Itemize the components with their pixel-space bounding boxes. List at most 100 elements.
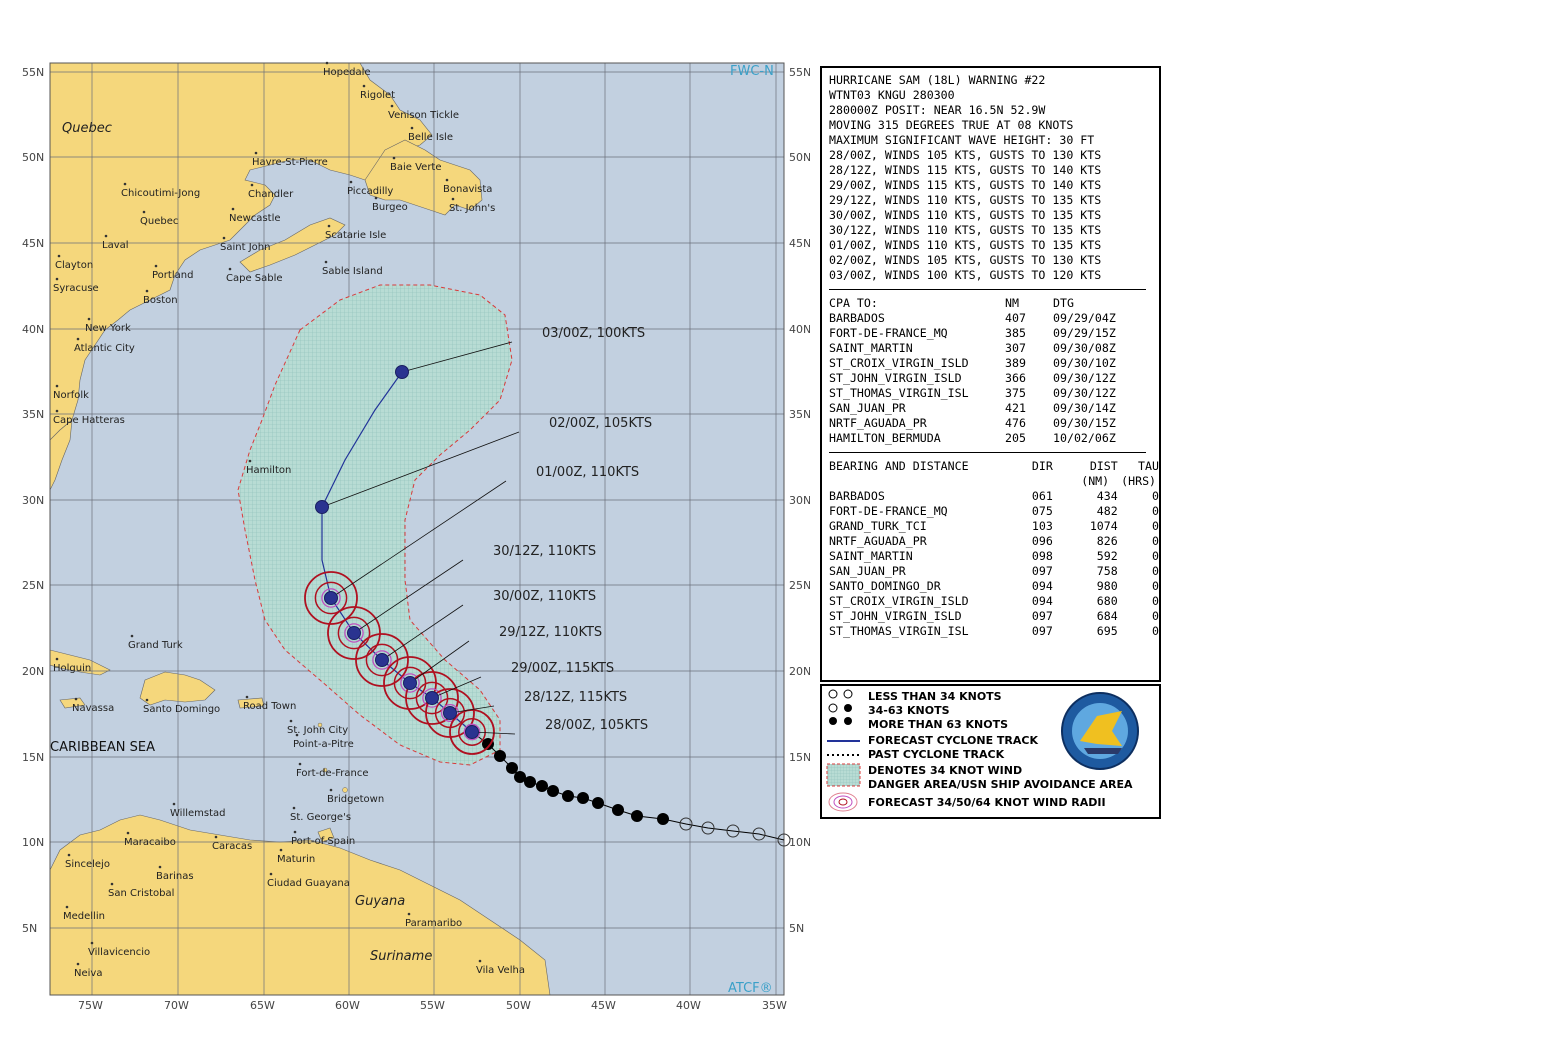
lat-label-left: 15N (22, 751, 44, 764)
bearing-row: SANTO_DOMINGO_DR 094 980 0 (829, 579, 1159, 594)
warning-line: MOVING 315 DEGREES TRUE AT 08 KNOTS (829, 118, 1074, 132)
wind-radii-icon (828, 792, 858, 812)
bearing-cell: 0 (1152, 579, 1159, 593)
bearing-subheader-nm: (NM) (1081, 474, 1110, 488)
past-storm-point (514, 771, 526, 783)
forecast-leader-line (330, 480, 507, 599)
place-dot (289, 719, 293, 723)
lon-label: 40W (676, 999, 701, 1012)
lon-label: 60W (335, 999, 360, 1012)
land-se-us (50, 419, 73, 491)
place-dot (478, 959, 482, 963)
warning-line: MAXIMUM SIGNIFICANT WAVE HEIGHT: 30 FT (829, 133, 1095, 147)
bearing-row: SAN_JUAN_PR 097 758 0 (829, 564, 1159, 579)
sea-label: CARIBBEAN SEA (50, 740, 155, 755)
place-label: Bridgetown (327, 794, 384, 805)
place-label: Hopedale (323, 67, 371, 78)
past-storm-point (592, 797, 604, 809)
bearing-cell: 1074 (1089, 519, 1118, 533)
bearing-subheader-row: (NM) (HRS) (829, 474, 1159, 489)
place-dot (74, 697, 78, 701)
cpa-cell: 385 (1005, 326, 1026, 340)
bearing-cell: FORT-DE-FRANCE_MQ (829, 504, 948, 518)
warning-line: WTNT03 KNGU 280300 (829, 88, 955, 102)
cpa-cell: ST_JOHN_VIRGIN_ISLD (829, 371, 962, 385)
cpa-cell: ST_THOMAS_VIRGIN_ISL (829, 386, 969, 400)
cpa-cell: 09/30/14Z (1053, 401, 1116, 415)
place-label: Port-of-Spain (291, 836, 355, 847)
less-than-34-icon (828, 689, 853, 699)
forecast-leader-line (321, 431, 520, 508)
bearing-cell: SAINT_MARTIN (829, 549, 913, 563)
forecast-label: 29/12Z, 110KTS (499, 625, 602, 640)
place-dot (327, 224, 331, 228)
lat-label-right: 40N (789, 323, 810, 336)
bearing-cell: BARBADOS (829, 489, 885, 503)
warning-line: HURRICANE SAM (18L) WARNING #22 (829, 73, 1046, 87)
past-storm-point (524, 776, 536, 788)
cpa-row: NRTF_AGUADA_PR 476 09/30/15Z (829, 416, 1159, 431)
place-label: Laval (102, 240, 129, 251)
radius-64 (440, 703, 460, 723)
place-dot (55, 657, 59, 661)
past-storm-point (631, 810, 643, 822)
place-dot (130, 634, 134, 638)
place-dot (228, 267, 232, 271)
cpa-row: HAMILTON_BERMUDA 205 10/02/06Z (829, 431, 1159, 446)
fleet-weather-center-logo (1061, 692, 1139, 770)
forecast-point (443, 706, 457, 720)
bearing-cell: 0 (1152, 549, 1159, 563)
region-label: Quebec (62, 121, 112, 136)
bearing-subheader-hrs: (HRS) (1121, 474, 1157, 488)
place-label: Road Town (243, 701, 296, 712)
legend-label: 34-63 KNOTS (868, 704, 950, 717)
forecast-label: 29/00Z, 115KTS (511, 661, 614, 676)
past-storm-point (536, 780, 548, 792)
lon-label: 75W (78, 999, 103, 1012)
bearing-cell: GRAND_TURK_TCI (829, 519, 927, 533)
cpa-cell: ST_CROIX_VIRGIN_ISLD (829, 356, 969, 370)
radius-34 (449, 709, 495, 755)
place-label: St. John's (449, 203, 495, 214)
warning-line: 29/12Z, WINDS 110 KTS, GUSTS TO 135 KTS (829, 193, 1102, 207)
region-label: Guyana (355, 894, 405, 909)
place-label: Baie Verte (390, 162, 442, 173)
legend-label: DANGER AREA/USN SHIP AVOIDANCE AREA (868, 778, 1133, 791)
forecast-leader-line (353, 559, 464, 634)
place-dot (245, 695, 249, 699)
cpa-row: ST_CROIX_VIRGIN_ISLD 389 09/30/10Z (829, 356, 1159, 371)
more-than-63-icon (829, 717, 852, 725)
place-dot (55, 409, 59, 413)
place-label: Piccadilly (347, 186, 393, 197)
lat-label-left: 25N (22, 579, 44, 592)
cpa-row: ST_THOMAS_VIRGIN_ISL 375 09/30/12Z (829, 386, 1159, 401)
radius-34 (405, 671, 459, 725)
danger-area (237, 284, 513, 766)
cpa-cell: 389 (1005, 356, 1026, 370)
cpa-cell: 407 (1005, 311, 1026, 325)
cpa-cell: 09/30/12Z (1053, 371, 1116, 385)
legend-label: FORECAST CYCLONE TRACK (868, 734, 1039, 747)
legend-label: DENOTES 34 KNOT WIND (868, 764, 1023, 777)
place-label: Rigolet (360, 90, 395, 101)
bearing-cell: 0 (1152, 609, 1159, 623)
forecast-point (324, 591, 338, 605)
place-dot (292, 806, 296, 810)
warning-line: 29/00Z, WINDS 115 KTS, GUSTS TO 140 KTS (829, 178, 1102, 192)
bearing-cell: 0 (1152, 519, 1159, 533)
bearing-cell: 094 (1031, 579, 1053, 593)
lat-label-right: 25N (789, 579, 810, 592)
bearing-row: BARBADOS 061 434 0 (829, 489, 1159, 504)
lat-label-left: 20N (22, 665, 44, 678)
place-dot (76, 337, 80, 341)
lat-label-left: 55N (22, 66, 44, 79)
place-label: Chicoutimi-Jong (121, 188, 200, 199)
place-dot (76, 962, 80, 966)
bearing-cell: 0 (1152, 624, 1159, 638)
place-dot (231, 207, 235, 211)
forecast-point (465, 725, 479, 739)
place-label: Sable Island (322, 266, 383, 277)
place-dot (374, 196, 378, 200)
legend-label: MORE THAN 63 KNOTS (868, 718, 1009, 731)
past-storm-point (506, 762, 518, 774)
